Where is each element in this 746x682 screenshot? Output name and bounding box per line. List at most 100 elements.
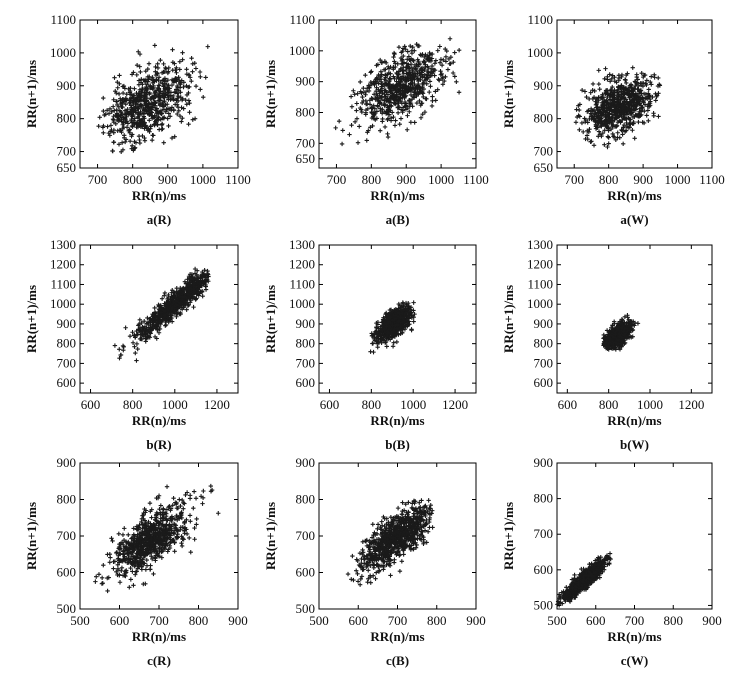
data-point [189,78,194,84]
data-point [385,116,391,121]
data-point [161,140,166,145]
data-point [405,57,410,62]
data-point [146,61,152,66]
y-axis-label: RR(n+1)/ms [263,60,278,128]
data-point [190,69,195,74]
data-point [389,104,394,109]
data-point [148,124,153,129]
y-tick-label: 1100 [50,12,76,27]
data-point [355,91,360,96]
data-point [170,68,175,73]
data-point [140,82,145,87]
y-tick-label: 700 [57,355,77,370]
data-point [370,123,375,129]
x-tick-label: 900 [158,172,178,187]
x-axis-label: RR(n)/ms [132,188,186,203]
data-point [442,78,447,84]
data-point [135,106,140,111]
data-point [181,106,186,111]
data-point [408,120,414,125]
data-point [178,95,183,100]
data-point [137,137,142,143]
data-point [391,88,397,93]
y-axis-label: RR(n+1)/ms [263,285,278,353]
data-point [116,116,121,121]
data-point [119,129,124,135]
plot-frame [556,244,713,394]
data-point [359,109,365,115]
data-point [175,111,180,117]
data-point [433,58,439,63]
data-point [172,134,177,139]
data-point [339,141,345,147]
data-point [430,51,435,57]
data-point [145,66,150,72]
data-point [403,47,408,52]
data-point [111,127,117,133]
x-axis-label: RR(n)/ms [370,188,424,203]
data-point [176,108,181,114]
data-point [127,139,133,144]
data-point [160,99,166,105]
x-tick-label: 1000 [428,172,454,187]
data-point [143,68,148,74]
data-point [118,113,123,118]
panel-aW: 700 800 900 1000 110065070080090010001100RR(… [501,12,725,227]
data-point [167,114,173,119]
data-point [163,109,168,115]
data-point [110,148,115,154]
data-point [349,104,355,109]
data-point [391,114,396,120]
x-tick-label: 1100 [463,172,489,187]
panel-caption: b(R) [146,437,171,452]
data-point [163,102,168,107]
data-point [179,119,184,124]
data-point [186,98,192,103]
y-tick-label: 700 [296,135,316,150]
data-point [153,69,158,74]
data-point [438,57,444,62]
data-point [155,85,161,91]
data-point [124,119,130,124]
y-tick-label: 1300 [527,237,553,252]
data-point [163,66,169,71]
data-point [130,124,135,129]
data-point [127,100,132,106]
data-point [129,108,134,113]
data-point [138,124,144,129]
y-tick-label: 800 [534,336,554,351]
data-point [171,107,177,113]
data-point [151,78,156,83]
data-point [184,92,190,98]
data-point [118,149,124,155]
data-point [119,140,125,145]
data-point [348,94,354,99]
data-point [116,91,122,97]
data-point [163,79,169,84]
data-point [410,45,415,50]
data-point [397,122,402,127]
data-point [150,75,155,80]
data-point [422,67,427,73]
data-point [112,75,117,80]
data-point [173,75,179,81]
data-point [128,103,134,108]
data-point [156,88,161,93]
data-point [129,133,134,139]
data-point [161,61,166,67]
data-point [363,92,368,97]
data-point [159,70,165,76]
data-point [198,87,203,92]
data-point [186,122,191,127]
y-tick-label: 1200 [50,257,76,272]
data-point [181,84,186,90]
data-point [177,59,183,64]
x-tick-label: 600 [558,397,578,412]
data-point [101,123,106,129]
data-point [180,50,185,55]
data-point [336,119,342,124]
data-point [176,94,181,99]
data-point [184,102,189,107]
data-point [149,138,155,143]
data-point [171,80,177,85]
